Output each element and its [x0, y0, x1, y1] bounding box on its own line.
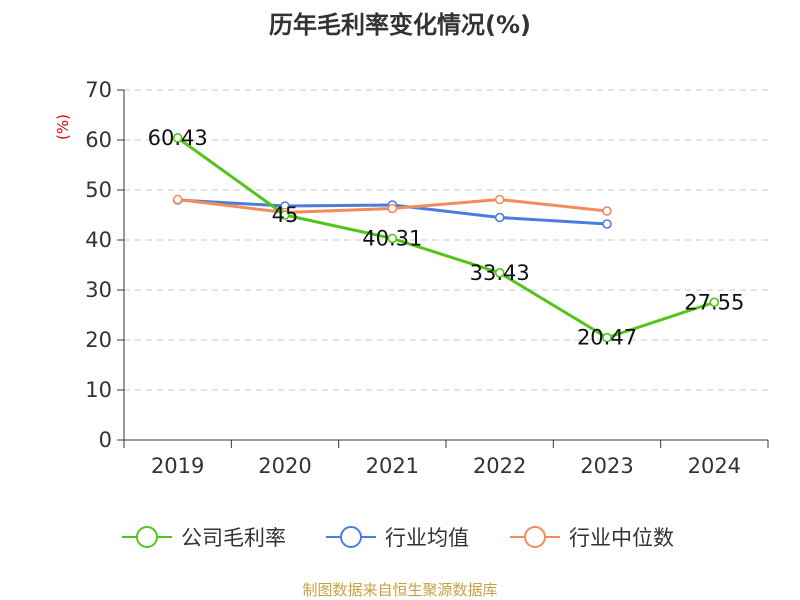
data-point	[387, 233, 398, 244]
y-tick-label: 40	[85, 228, 112, 252]
data-label: 60.43	[148, 126, 208, 150]
y-tick-label: 70	[85, 78, 112, 102]
source-note: 制图数据来自恒生聚源数据库	[302, 581, 497, 599]
x-tick-label: 2020	[258, 454, 311, 478]
y-tick-label: 60	[85, 128, 112, 152]
x-tick-label: 2019	[151, 454, 204, 478]
x-tick-label: 2023	[580, 454, 633, 478]
data-label: 20.47	[577, 326, 637, 350]
y-axis-unit: (%)	[54, 114, 72, 140]
x-tick-label: 2021	[366, 454, 419, 478]
data-point	[172, 133, 183, 143]
legend-item-2[interactable]: 行业中位数	[510, 526, 674, 550]
legend-label: 行业均值	[385, 526, 469, 550]
data-label: 33.43	[470, 261, 530, 285]
data-point	[494, 268, 505, 278]
data-labels: 60.43 45 40.31 33.43 20.47 27.55	[148, 126, 745, 350]
data-label: 27.55	[684, 290, 744, 314]
y-tick-label: 20	[85, 328, 112, 352]
legend-label: 公司毛利率	[181, 526, 286, 550]
data-point	[494, 194, 505, 205]
legend-marker-icon	[136, 526, 158, 548]
legend-marker-icon	[524, 526, 546, 548]
data-label: 40.31	[362, 226, 422, 250]
data-point	[602, 219, 612, 229]
data-point	[602, 206, 612, 216]
legend-item-0[interactable]: 公司毛利率	[122, 526, 286, 550]
axes: 0 10 20 30 40 50 60 70 2019 2020 2021 2022 2023 2024	[85, 78, 769, 478]
data-point	[280, 210, 290, 220]
y-tick-label: 0	[99, 428, 112, 452]
y-tick-label: 50	[85, 178, 112, 202]
y-tick-label: 10	[85, 378, 112, 402]
grid-lines	[124, 89, 768, 391]
data-label: 45	[272, 203, 299, 227]
legend-item-1[interactable]: 行业均值	[326, 526, 469, 550]
x-tick-label: 2024	[688, 454, 741, 478]
x-tick-label: 2022	[473, 454, 526, 478]
series-line-0	[176, 136, 715, 340]
chart-title: 历年毛利率变化情况(%)	[269, 11, 531, 39]
legend[interactable]: 公司毛利率 行业均值 行业中位数	[122, 526, 674, 550]
data-point	[172, 194, 183, 205]
data-point	[494, 212, 505, 223]
data-point	[602, 332, 612, 343]
legend-label: 行业中位数	[569, 526, 674, 550]
data-point	[387, 203, 398, 214]
data-point	[709, 297, 720, 308]
legend-marker-icon	[340, 526, 362, 548]
y-tick-label: 30	[85, 278, 112, 302]
series-lines	[172, 133, 720, 343]
